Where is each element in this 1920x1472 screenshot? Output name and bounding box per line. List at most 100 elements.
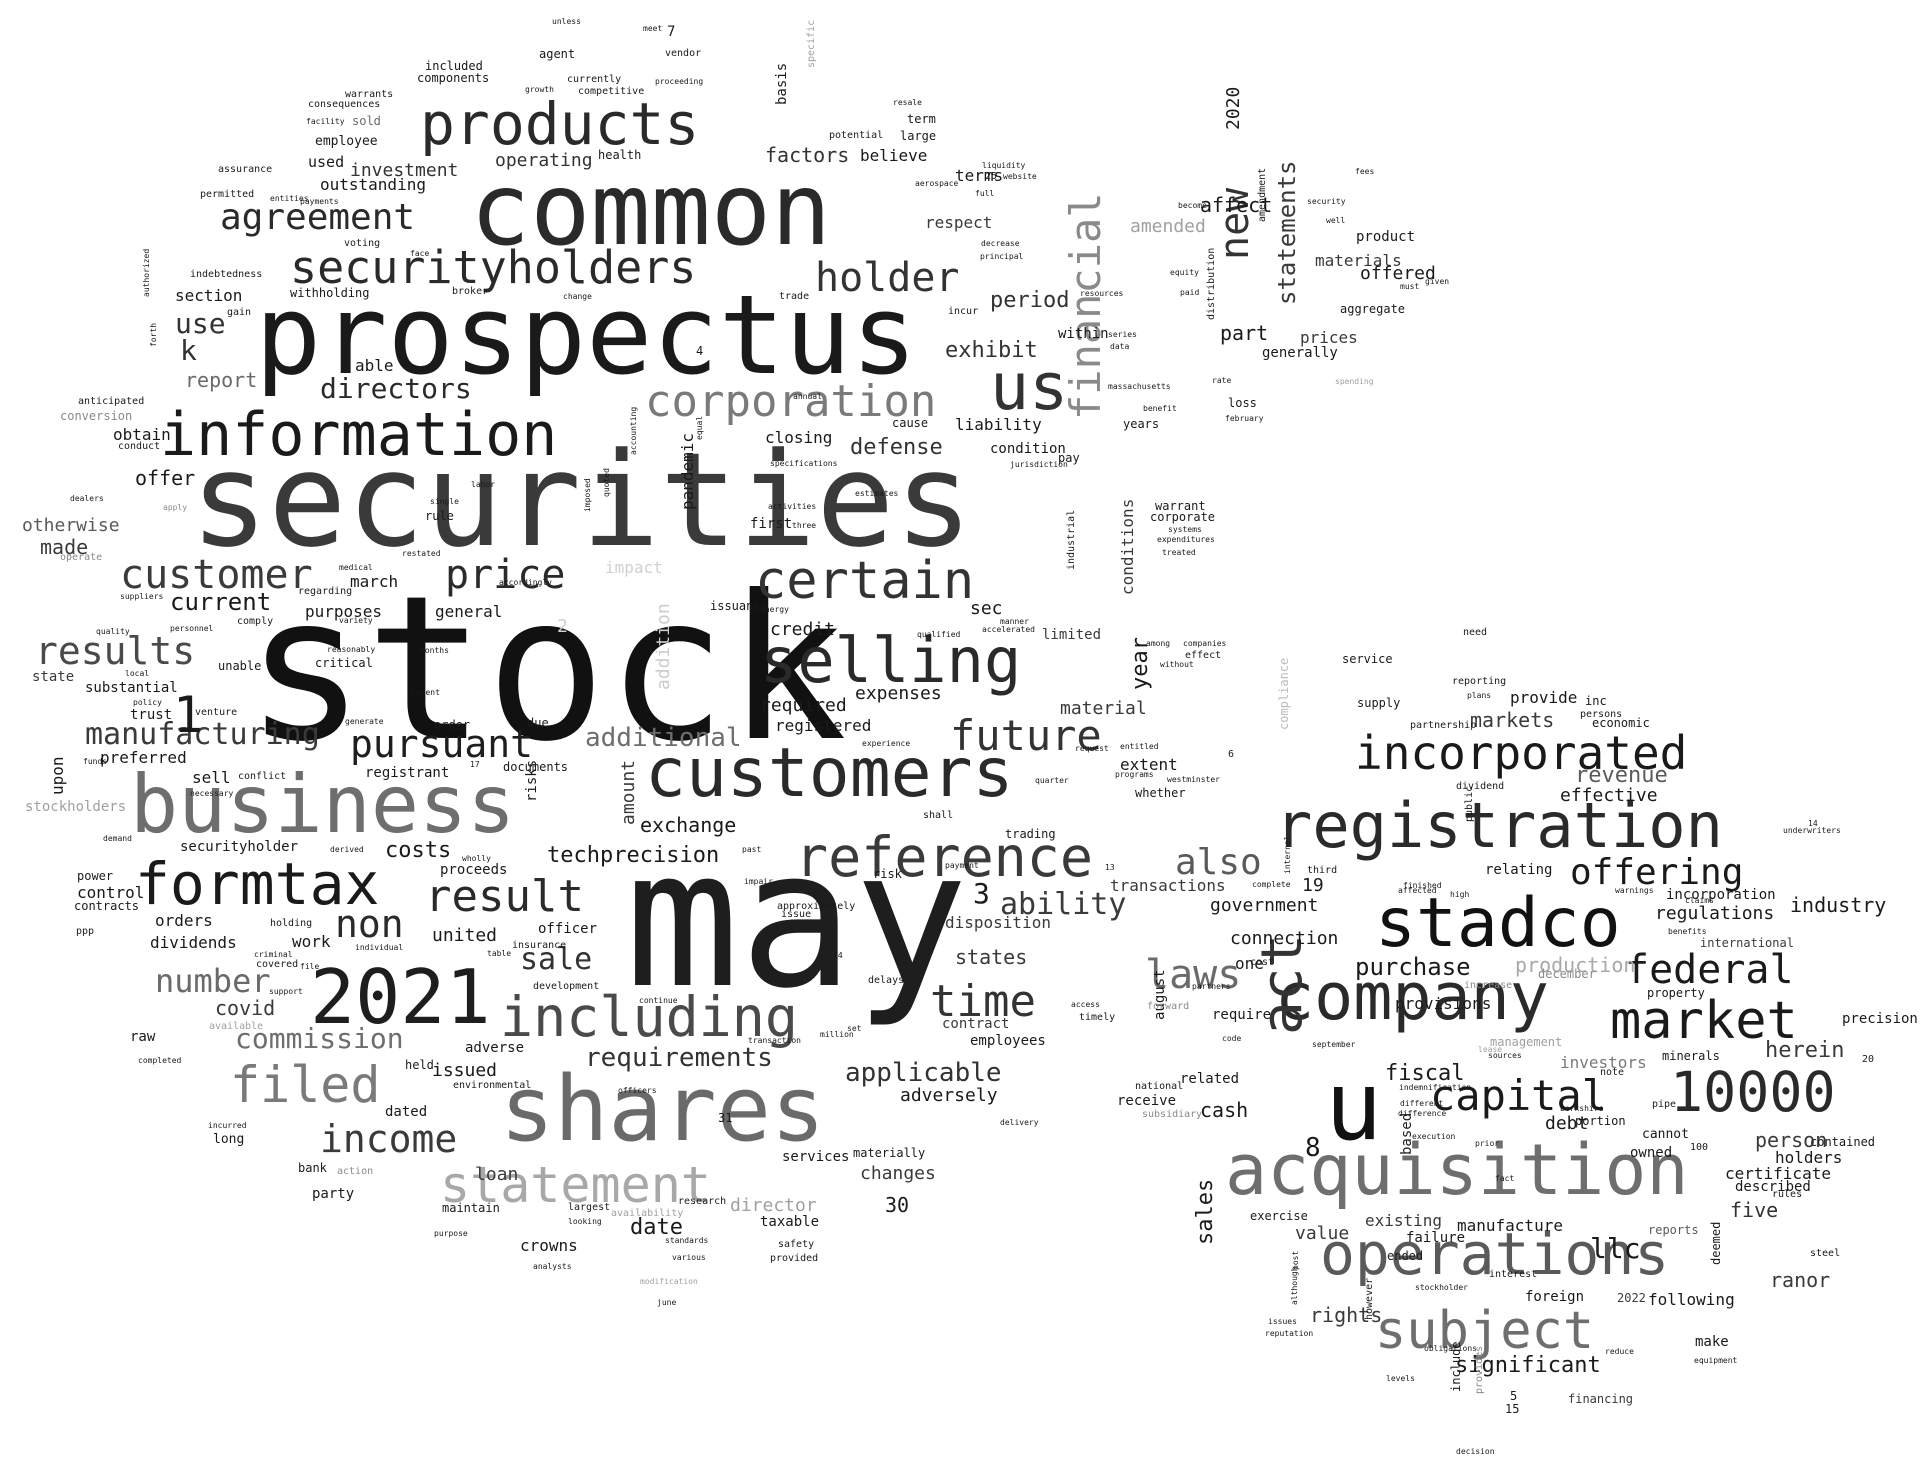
- cloud-word: current: [170, 588, 272, 616]
- cloud-word: shall: [923, 810, 954, 821]
- cloud-word: statement: [440, 1156, 711, 1214]
- cloud-word: medical: [339, 563, 373, 572]
- cloud-word: condition: [990, 441, 1066, 457]
- cloud-word: imposed: [583, 478, 592, 512]
- cloud-word: future: [950, 711, 1102, 760]
- cloud-word: require: [1212, 1007, 1272, 1023]
- cloud-word: decision: [1456, 1447, 1495, 1456]
- cloud-word: contract: [942, 1016, 1010, 1032]
- cloud-word: prospectus: [255, 271, 918, 399]
- cloud-word: entities: [270, 194, 309, 203]
- cloud-word: 6: [1228, 749, 1235, 760]
- cloud-word: number: [155, 962, 271, 1000]
- cloud-word: without: [1160, 660, 1194, 669]
- cloud-word: purchase: [1355, 953, 1471, 981]
- cloud-word: production: [1515, 953, 1636, 977]
- cloud-word: resale: [893, 98, 922, 107]
- cloud-word: activities: [768, 502, 817, 511]
- cloud-word: amount: [618, 759, 639, 825]
- cloud-word: officers: [618, 1086, 657, 1095]
- cloud-word: authorized: [142, 248, 151, 297]
- cloud-word: relating: [1485, 862, 1553, 878]
- cloud-word: director: [730, 1195, 817, 1216]
- cloud-word: looking: [568, 1217, 602, 1226]
- cloud-word: price: [445, 552, 566, 598]
- cloud-word: states: [955, 945, 1028, 969]
- cloud-word: industry: [1790, 893, 1887, 917]
- cloud-word: data: [1110, 342, 1130, 351]
- cloud-word: broker: [452, 286, 489, 297]
- cloud-word: qualified: [917, 630, 961, 639]
- cloud-word: made: [40, 535, 89, 559]
- cloud-word: officer: [538, 921, 598, 937]
- cloud-word: individual: [355, 943, 404, 952]
- cloud-word: purposes: [305, 602, 383, 621]
- cloud-word: able: [355, 356, 394, 375]
- cloud-word: sale: [520, 942, 593, 977]
- cloud-word: basis: [774, 62, 790, 105]
- cloud-word: warrants: [345, 89, 394, 100]
- cloud-word: defense: [850, 435, 943, 460]
- cloud-word: work: [292, 932, 331, 951]
- cloud-word: local: [125, 669, 150, 678]
- cloud-word: pursuant: [350, 722, 534, 766]
- cloud-word: long: [213, 1132, 245, 1147]
- cloud-word: trading: [1005, 827, 1056, 841]
- cloud-word: various: [672, 1253, 706, 1262]
- cloud-word: derived: [330, 845, 364, 854]
- cloud-word: cash: [1200, 1098, 1249, 1122]
- cloud-word: stockholders: [25, 799, 127, 815]
- cloud-word: affect: [1200, 193, 1273, 217]
- cloud-word: dividend: [1456, 781, 1505, 792]
- cloud-word: jurisdiction: [1010, 460, 1068, 469]
- cloud-word: rules: [1772, 1189, 1803, 1200]
- cloud-word: income: [320, 1117, 458, 1161]
- cloud-word: value: [1295, 1223, 1350, 1244]
- cloud-word: claims: [1685, 896, 1714, 905]
- cloud-word: cause: [892, 416, 929, 430]
- cloud-word: complete: [1252, 880, 1291, 889]
- cloud-word: partners: [1192, 982, 1231, 991]
- cloud-word: may: [625, 809, 969, 1030]
- cloud-word: 4: [696, 344, 704, 358]
- cloud-word: financial: [1061, 192, 1110, 420]
- cloud-word: persons: [1580, 709, 1623, 720]
- cloud-word: warnings: [1615, 886, 1654, 895]
- cloud-word: variety: [339, 616, 373, 625]
- cloud-word: critical: [315, 656, 373, 670]
- cloud-word: directors: [320, 372, 472, 405]
- cloud-word: term: [907, 112, 936, 126]
- cloud-word: selling: [760, 624, 1022, 697]
- cloud-word: manufacture: [1457, 1216, 1563, 1235]
- cloud-word: market: [1610, 991, 1798, 1051]
- cloud-word: westminster: [1167, 775, 1220, 784]
- cloud-word: transaction: [748, 1036, 801, 1045]
- cloud-word: terms: [955, 166, 1004, 185]
- cloud-word: certain: [755, 551, 975, 611]
- cloud-word: high: [1450, 890, 1470, 899]
- cloud-word: estimates: [855, 489, 899, 498]
- cloud-word: 3: [973, 877, 990, 910]
- cloud-word: federal: [1625, 947, 1794, 993]
- cloud-word: 24: [833, 951, 843, 960]
- cloud-word: forth: [149, 322, 158, 347]
- cloud-word: timely: [1079, 1012, 1116, 1023]
- cloud-word: issue: [781, 909, 812, 920]
- cloud-word: execution: [1412, 1132, 1456, 1141]
- cloud-word: meet: [643, 24, 663, 33]
- cloud-word: offer: [135, 466, 196, 490]
- cloud-word: owned: [1630, 1145, 1673, 1161]
- cloud-word: dealers: [70, 494, 104, 503]
- cloud-word: competitive: [578, 86, 645, 97]
- cloud-word: control: [77, 883, 145, 902]
- cloud-word: required: [760, 695, 847, 716]
- cloud-word: conditions: [1118, 498, 1137, 595]
- cloud-word: fiscal: [1385, 1061, 1465, 1086]
- cloud-word: safety: [778, 1239, 815, 1250]
- cloud-word: well: [1326, 216, 1346, 225]
- cloud-word: permitted: [200, 189, 255, 200]
- cloud-word: increase: [1464, 980, 1513, 991]
- cloud-word: environmental: [453, 1080, 532, 1091]
- cloud-word: llc: [1590, 1232, 1641, 1265]
- cloud-word: markets: [1470, 708, 1555, 732]
